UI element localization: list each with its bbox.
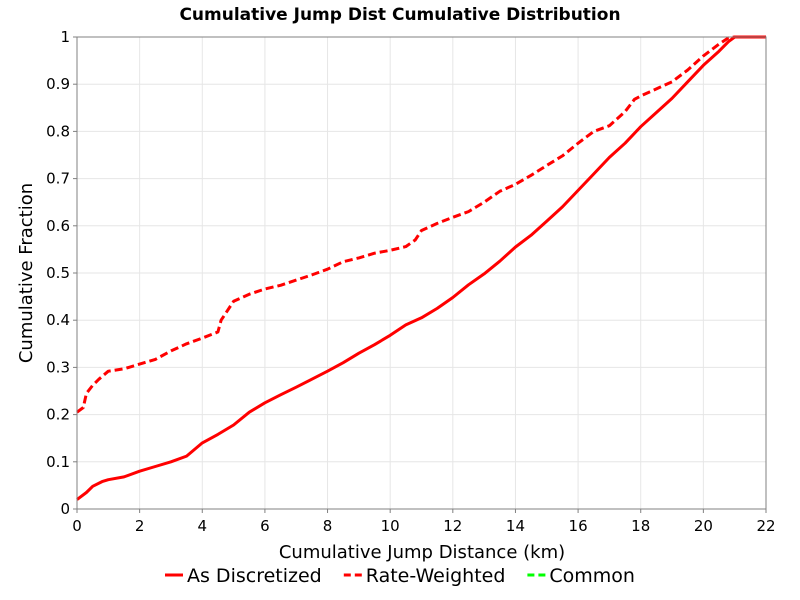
y-axis-label: Cumulative Fraction bbox=[16, 183, 37, 363]
x-tick-label: 0 bbox=[72, 517, 82, 535]
legend-label: As Discretized bbox=[187, 565, 322, 587]
y-tick-label: 1 bbox=[60, 28, 70, 46]
x-tick-label: 18 bbox=[631, 517, 650, 535]
y-tick-label: 0.4 bbox=[46, 311, 70, 329]
x-tick-label: 6 bbox=[260, 517, 270, 535]
x-tick-label: 22 bbox=[756, 517, 775, 535]
x-tick-label: 16 bbox=[569, 517, 588, 535]
axis-ticks: 0 2 4 6 8 10 12 14 16 18 20 22 0 0.1 0.2 0.3 0.4 0.5 0.6 0.… bbox=[46, 28, 775, 535]
x-tick-label: 8 bbox=[323, 517, 333, 535]
legend: As Discretized Rate-Weighted Common bbox=[165, 565, 635, 587]
x-tick-label: 14 bbox=[506, 517, 525, 535]
x-tick-label: 10 bbox=[381, 517, 400, 535]
legend-label: Common bbox=[549, 565, 635, 587]
legend-item: As Discretized bbox=[165, 565, 322, 587]
y-tick-label: 0.5 bbox=[46, 264, 70, 282]
series-line-0 bbox=[76, 35, 766, 501]
x-tick-label: 2 bbox=[135, 517, 145, 535]
x-tick-label: 12 bbox=[443, 517, 462, 535]
series-lines bbox=[76, 35, 766, 501]
y-tick-label: 0.7 bbox=[46, 170, 70, 188]
y-tick-label: 0.1 bbox=[46, 453, 70, 471]
y-tick-label: 0.2 bbox=[46, 406, 70, 424]
legend-label: Rate-Weighted bbox=[366, 565, 506, 587]
plot-area bbox=[76, 36, 767, 510]
y-tick-label: 0.8 bbox=[46, 122, 70, 140]
x-tick-label: 4 bbox=[197, 517, 207, 535]
series-line-1 bbox=[76, 35, 766, 414]
y-tick-label: 0.9 bbox=[46, 75, 70, 93]
y-tick-label: 0.3 bbox=[46, 358, 70, 376]
y-tick-label: 0 bbox=[60, 500, 70, 518]
legend-item: Common bbox=[527, 565, 635, 587]
legend-item: Rate-Weighted bbox=[343, 565, 506, 587]
x-axis-label: Cumulative Jump Distance (km) bbox=[279, 542, 565, 563]
chart-title: Cumulative Jump Dist Cumulative Distribu… bbox=[179, 5, 620, 25]
x-tick-label: 20 bbox=[694, 517, 713, 535]
y-tick-label: 0.6 bbox=[46, 217, 70, 235]
